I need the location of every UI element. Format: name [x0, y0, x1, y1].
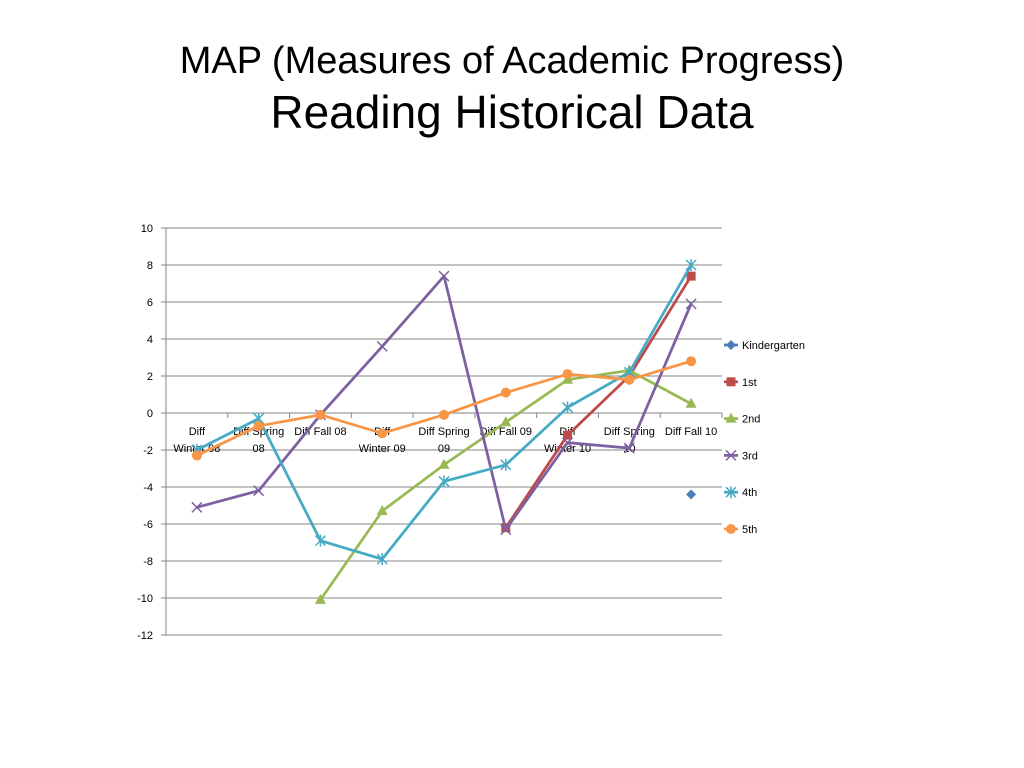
legend-marker-kindergarten — [726, 340, 736, 350]
y-tick-label: -4 — [143, 482, 153, 494]
x-category-label: Diff Spring — [604, 426, 655, 438]
data-point-5th — [624, 374, 635, 385]
data-point-2nd — [685, 397, 697, 408]
data-point-5th — [686, 356, 697, 367]
data-point-5th — [500, 387, 511, 398]
legend-label-kindergarten: Kindergarten — [742, 340, 805, 352]
data-point-2nd — [376, 505, 388, 516]
data-point-3rd — [685, 298, 697, 310]
data-point-4th — [314, 534, 326, 547]
x-category-label: 08 — [253, 443, 265, 455]
y-tick-label: -12 — [137, 630, 153, 642]
data-point-4th — [438, 475, 450, 488]
x-category-label: Diff Fall 10 — [665, 426, 717, 438]
x-category-label: Diff Fall 09 — [480, 426, 532, 438]
legend-marker-1st — [726, 377, 736, 387]
y-tick-label: 0 — [147, 408, 153, 420]
legend-marker-5th — [726, 524, 736, 534]
y-tick-label: 8 — [147, 260, 153, 272]
y-tick-label: 2 — [147, 371, 153, 383]
data-point-4th — [376, 553, 388, 566]
data-point-3rd — [376, 340, 388, 352]
legend-marker-4th — [725, 486, 737, 499]
data-point-1st — [686, 271, 696, 281]
data-point-5th — [315, 409, 326, 420]
data-point-5th — [562, 369, 573, 380]
series-line-3rd — [196, 274, 693, 531]
y-tick-label: 10 — [141, 223, 153, 235]
data-point-2nd — [500, 416, 512, 427]
y-tick-label: -6 — [143, 519, 153, 531]
series-line-1st — [504, 275, 693, 529]
x-category-label: 09 — [438, 443, 450, 455]
legend-label-2nd: 2nd — [742, 414, 760, 426]
x-category-label: Diff Spring — [418, 426, 469, 438]
data-point-5th — [439, 409, 449, 420]
data-point-2nd — [438, 458, 450, 469]
y-tick-label: -10 — [137, 593, 153, 605]
y-tick-label: -2 — [143, 445, 153, 457]
x-category-label: Diff Spring — [233, 426, 284, 438]
data-point-3rd — [438, 270, 450, 282]
y-tick-label: 6 — [147, 297, 153, 309]
y-tick-label: 4 — [147, 334, 153, 346]
x-category-label: Winter 09 — [359, 443, 406, 455]
data-point-3rd — [562, 437, 574, 449]
data-point-3rd — [253, 485, 265, 497]
data-point-1st — [563, 430, 573, 440]
data-point-3rd — [623, 442, 635, 454]
data-point-2nd — [314, 593, 326, 604]
data-point-4th — [500, 458, 512, 471]
title-line-1: MAP (Measures of Academic Progress) — [179, 40, 845, 82]
data-point-4th — [562, 401, 574, 414]
data-point-5th — [377, 428, 388, 439]
slide-title: MAP (Measures of Academic Progress) Read… — [0, 38, 1024, 140]
title-line-2: Reading Historical Data — [270, 86, 754, 138]
legend-label-5th: 5th — [742, 524, 757, 536]
data-point-3rd — [500, 524, 512, 536]
legend-marker-2nd — [725, 412, 737, 423]
series-line-2nd — [319, 369, 692, 601]
legend-marker-3rd — [725, 449, 737, 461]
data-point-5th — [253, 420, 264, 431]
legend-label-1st: 1st — [742, 377, 757, 389]
legend-label-3rd: 3rd — [742, 450, 758, 462]
x-category-label: Diff — [189, 426, 206, 438]
data-point-kindergarten — [686, 489, 697, 500]
legend-label-4th: 4th — [742, 487, 757, 499]
data-point-3rd — [191, 501, 203, 513]
data-point-5th — [191, 450, 202, 461]
data-point-4th — [685, 259, 697, 271]
y-tick-label: -8 — [143, 556, 153, 568]
